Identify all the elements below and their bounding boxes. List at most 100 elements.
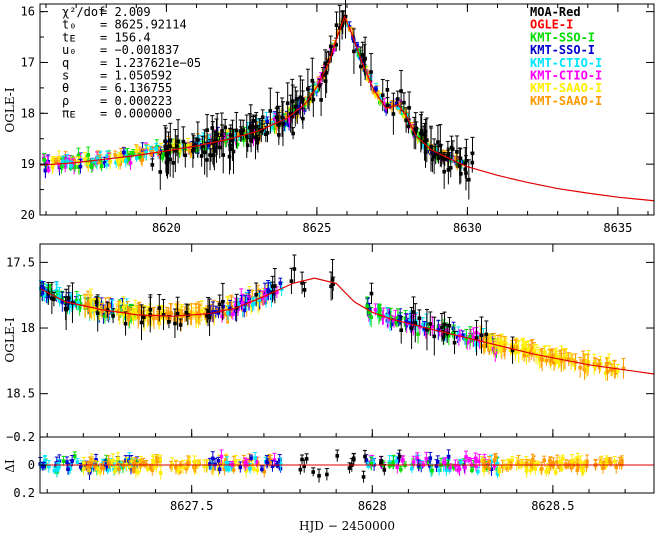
residual-point — [70, 455, 75, 467]
data-point — [489, 335, 494, 355]
x-tick-label: 8620 — [152, 221, 181, 235]
moa-data-point — [259, 119, 264, 143]
residual-point — [524, 459, 529, 468]
x-tick-label: 8625 — [302, 221, 331, 235]
moa-data-point — [404, 107, 409, 133]
data-point — [564, 348, 569, 362]
residual-point — [106, 455, 111, 469]
residual-point — [158, 465, 163, 480]
moa-data-point — [272, 268, 277, 304]
residual-point — [482, 459, 487, 467]
data-point — [553, 351, 558, 368]
x-tick-label: 8630 — [453, 221, 482, 235]
moa-data-point — [305, 68, 310, 109]
parameter-value: = 8625.92114 — [100, 18, 187, 32]
moa-data-point — [334, 11, 339, 39]
data-point — [404, 313, 409, 334]
data-point — [422, 321, 427, 336]
moa-data-point — [247, 113, 252, 142]
moa-data-point — [191, 135, 196, 159]
data-point — [499, 341, 504, 357]
y-tick-label: 18.5 — [6, 387, 35, 401]
parameter-label: θ — [62, 81, 69, 95]
data-point — [430, 316, 435, 337]
data-point — [539, 349, 544, 368]
data-point — [134, 145, 139, 156]
data-point — [78, 295, 83, 312]
data-point — [145, 305, 150, 321]
zoom-light-curve-frame — [39, 243, 655, 438]
moa-data-point — [66, 285, 71, 311]
data-point — [388, 307, 393, 328]
data-point — [186, 305, 191, 320]
data-point — [251, 296, 256, 310]
moa-data-point — [358, 46, 363, 87]
data-point — [226, 305, 231, 321]
moa-residual-point — [311, 467, 316, 477]
moa-data-point — [401, 92, 406, 113]
data-point — [240, 293, 245, 312]
residual-point — [411, 455, 416, 468]
residual-point — [253, 452, 258, 464]
moa-data-point — [195, 121, 200, 159]
moa-data-point — [458, 148, 463, 168]
moa-residual-point — [362, 449, 367, 463]
parameter-label: χ²/dof — [62, 5, 105, 19]
moa-data-point — [293, 86, 298, 127]
residual-point — [539, 461, 544, 476]
residual-point — [155, 457, 160, 466]
parameter-value: = 1.050592 — [100, 69, 172, 83]
data-point — [60, 291, 65, 312]
residual-point — [581, 465, 586, 476]
y-tick-label: 16 — [21, 5, 35, 19]
moa-data-point — [210, 115, 215, 141]
residual-point — [158, 454, 163, 465]
residual-point — [249, 454, 254, 462]
residual-point — [173, 460, 178, 475]
residual-point — [502, 459, 507, 472]
residual-point — [400, 455, 405, 465]
data-point — [95, 155, 100, 162]
data-point — [578, 356, 583, 378]
data-point — [460, 330, 465, 340]
data-point — [488, 333, 493, 349]
data-point — [41, 281, 46, 296]
moa-data-point — [173, 129, 178, 173]
moa-data-point — [230, 119, 235, 162]
moa-data-point — [200, 135, 205, 157]
y-tick-label: −0.2 — [6, 430, 35, 444]
parameter-value: = 0.000000 — [100, 107, 172, 121]
data-point — [495, 337, 500, 350]
data-point — [88, 288, 93, 313]
residual-point — [192, 455, 197, 468]
moa-data-point — [351, 28, 356, 74]
parameter-value: = 0.000223 — [100, 94, 172, 108]
moa-data-point — [385, 80, 390, 100]
y-tick-label: 0.2 — [13, 486, 35, 500]
residual-point — [430, 465, 435, 476]
moa-data-point — [255, 125, 260, 153]
moa-data-point — [163, 140, 168, 152]
moa-data-point — [176, 119, 181, 164]
data-point — [114, 303, 119, 317]
data-point — [385, 307, 390, 324]
data-point — [583, 353, 588, 371]
residual-point — [528, 460, 533, 468]
moa-data-point — [300, 90, 305, 108]
legend-entry: MOA-Red — [530, 5, 581, 19]
residual-point — [398, 465, 403, 473]
data-point — [127, 308, 132, 322]
data-point — [199, 300, 204, 322]
moa-data-point — [205, 114, 210, 146]
moa-data-point — [328, 35, 333, 57]
residual-point — [264, 455, 269, 469]
data-point — [566, 352, 571, 366]
moa-data-point — [276, 124, 281, 146]
moa-data-point — [510, 336, 515, 364]
data-point — [266, 280, 271, 300]
parameter-row: t₀ = 8625.92114 — [62, 18, 187, 32]
data-point — [621, 357, 626, 379]
moa-data-point — [172, 308, 177, 338]
residual-point — [216, 456, 221, 465]
moa-data-point — [449, 135, 454, 159]
